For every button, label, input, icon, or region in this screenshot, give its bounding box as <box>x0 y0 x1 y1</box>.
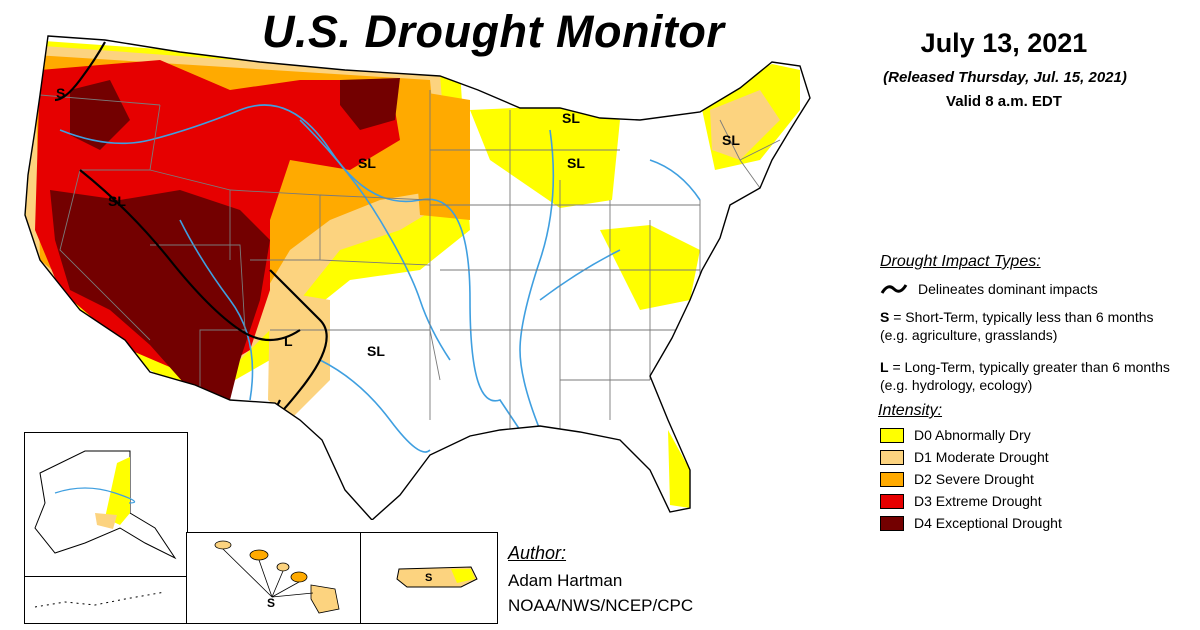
aleutian-map <box>34 591 166 608</box>
impact-types-heading: Drought Impact Types: <box>880 253 1041 270</box>
author-name: Adam Hartman <box>508 571 623 590</box>
legend-label-d4: D4 Exceptional Drought <box>914 515 1062 531</box>
alaska-map <box>34 450 177 560</box>
d0-area-greatlakes <box>470 106 620 208</box>
legend-swatch-d0 <box>880 427 904 443</box>
conus-outline <box>24 35 811 520</box>
label-sl-michigan-up: SL <box>562 110 580 126</box>
hawaii-inset: S <box>186 532 362 624</box>
label-sl-dakotas: SL <box>358 155 376 171</box>
impact-line-icon <box>880 284 908 294</box>
label-sl-texas: SL <box>367 343 385 359</box>
alaska-inset <box>24 432 188 578</box>
label-s-puerto-rico: S <box>425 572 432 584</box>
author-heading: Author: <box>508 543 567 563</box>
label-sl-nevada: SL <box>108 193 126 209</box>
hawaii-map: S <box>214 540 340 614</box>
conus-drought-map: S SL SL SL SL SL SL L <box>24 35 811 520</box>
legend-label-d3: D3 Extreme Drought <box>914 493 1042 509</box>
legend-label-d0: D0 Abnormally Dry <box>914 427 1031 443</box>
impact-short-term: S = Short-Term, typically less than 6 mo… <box>880 308 1180 344</box>
legend-row-d3: D3 Extreme Drought <box>880 491 1042 511</box>
label-l-newmexico: L <box>284 333 293 349</box>
map-title: U.S. Drought Monitor <box>262 6 725 57</box>
legend-swatch-d2 <box>880 471 904 487</box>
intensity-heading: Intensity: <box>878 402 943 419</box>
legend-swatch-d4 <box>880 515 904 531</box>
puerto-rico-inset: S <box>360 532 498 624</box>
impact-long-key: L <box>880 359 889 375</box>
label-sl-northeast: SL <box>722 132 740 148</box>
author-organization: NOAA/NWS/NCEP/CPC <box>508 596 694 615</box>
puerto-rico-map: S <box>396 566 478 588</box>
impact-long-term: L = Long-Term, typically greater than 6 … <box>880 358 1180 394</box>
d4-area-southwest <box>50 190 270 400</box>
label-sl-michigan: SL <box>567 155 585 171</box>
d1-area-northeast <box>710 90 780 160</box>
valid-time: Valid 8 a.m. EDT <box>946 93 1062 110</box>
legend-label-d2: D2 Severe Drought <box>914 471 1034 487</box>
state-boundaries <box>39 90 781 430</box>
legend-row-d1: D1 Moderate Drought <box>880 447 1049 467</box>
impact-short-text: = Short-Term, typically less than 6 mont… <box>880 309 1154 343</box>
map-date: July 13, 2021 <box>920 28 1088 58</box>
legend-row-d2: D2 Severe Drought <box>880 469 1034 489</box>
legend-swatch-d3 <box>880 493 904 509</box>
d2-area-minnesota <box>410 90 470 220</box>
label-s-oregon: S <box>56 85 65 101</box>
impact-long-text: = Long-Term, typically greater than 6 mo… <box>880 359 1170 393</box>
legend-row-d0: D0 Abnormally Dry <box>880 425 1031 445</box>
aleutian-inset <box>24 576 188 624</box>
d1-area-texas <box>268 290 330 420</box>
legend-label-d1: D1 Moderate Drought <box>914 449 1049 465</box>
d4-area-montana <box>340 78 400 130</box>
d0-area-florida <box>668 430 690 508</box>
label-s-hawaii: S <box>267 596 275 610</box>
impact-short-key: S <box>880 309 890 325</box>
legend-row-d4: D4 Exceptional Drought <box>880 513 1062 533</box>
d4-area-pacific-nw <box>70 80 130 150</box>
impact-line-label: Delineates dominant impacts <box>918 281 1098 297</box>
legend-swatch-d1 <box>880 449 904 465</box>
release-date: (Released Thursday, Jul. 15, 2021) <box>883 69 1127 86</box>
